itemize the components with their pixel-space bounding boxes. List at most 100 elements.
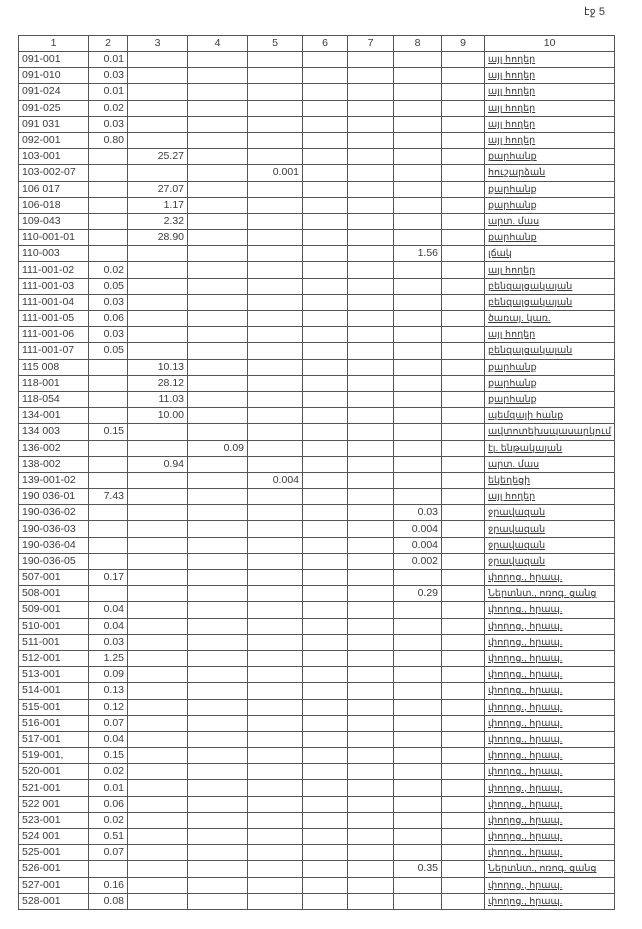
area-cell-col9 xyxy=(441,747,485,765)
area-cell-col8 xyxy=(393,649,442,668)
area-cell-col5 xyxy=(247,50,303,69)
area-cell-col5 xyxy=(247,407,303,425)
area-cell-col7 xyxy=(347,358,394,376)
area-cell-col3 xyxy=(127,585,188,603)
area-cell-col5 xyxy=(247,374,303,392)
land-use-cell: ջրավազան xyxy=(483,536,616,554)
area-cell-col8 xyxy=(393,488,442,506)
area-cell-col5 xyxy=(247,488,303,506)
area-cell-col5 xyxy=(247,180,303,198)
land-use-cell: փողոց., հրապ. xyxy=(483,763,616,781)
area-cell-col9 xyxy=(441,293,485,312)
area-cell-col6 xyxy=(302,520,348,538)
parcel-code-cell: 509-001 xyxy=(18,601,89,619)
area-cell-col7 xyxy=(347,666,394,684)
area-cell-col8 xyxy=(393,779,442,797)
area-cell-col7 xyxy=(347,585,394,603)
area-cell-col2: 0.02 xyxy=(88,763,128,781)
land-use-cell: այլ հողեր xyxy=(483,131,616,150)
table-row: 523-001 0.02 փողոց., հրապ. xyxy=(18,811,616,830)
area-cell-col7 xyxy=(347,730,394,749)
land-use-cell: քարհանք xyxy=(483,180,616,198)
parcel-code-cell: 190-036-02 xyxy=(18,504,89,522)
area-cell-col4 xyxy=(187,795,248,813)
area-cell-col2: 0.05 xyxy=(88,342,128,360)
area-cell-col4 xyxy=(187,649,248,668)
land-use-cell: փողոց., հրապ. xyxy=(483,666,616,684)
area-cell-col7 xyxy=(347,407,394,425)
area-cell-col9 xyxy=(441,455,485,473)
area-cell-col4 xyxy=(187,148,248,166)
area-cell-col2 xyxy=(88,180,128,198)
table-row: 517-001 0.04 փողոց., հրապ. xyxy=(18,730,616,749)
area-cell-col4 xyxy=(187,293,248,312)
area-cell-col8 xyxy=(393,601,442,619)
area-cell-col4 xyxy=(187,747,248,765)
area-cell-col4 xyxy=(187,860,248,878)
area-cell-col5 xyxy=(247,504,303,522)
area-cell-col8 xyxy=(393,439,442,457)
area-cell-col2: 0.15 xyxy=(88,423,128,441)
area-cell-col7 xyxy=(347,876,394,894)
area-cell-col2: 0.03 xyxy=(88,293,128,312)
area-cell-col7 xyxy=(347,601,394,619)
land-use-cell: փողոց., հրապ. xyxy=(483,795,616,813)
area-cell-col6 xyxy=(302,99,348,117)
area-cell-col5 xyxy=(247,649,303,668)
land-use-cell: փողոց., հրապ. xyxy=(483,698,616,716)
area-cell-col7 xyxy=(347,293,394,312)
area-cell-col6 xyxy=(302,439,348,457)
area-cell-col6 xyxy=(302,682,348,700)
land-use-cell: էլ. ենթակայան xyxy=(483,439,616,457)
area-cell-col9 xyxy=(441,585,485,603)
parcel-code-cell: 524 001 xyxy=(18,827,89,846)
area-cell-col4 xyxy=(187,811,248,830)
area-cell-col9 xyxy=(441,196,485,214)
area-cell-col8 xyxy=(393,844,442,862)
area-cell-col8 xyxy=(393,50,442,69)
parcel-code-cell: 134-001 xyxy=(18,407,89,425)
table-row: 103-001 25.27 քարհանք xyxy=(18,148,616,166)
area-cell-col9 xyxy=(441,488,485,506)
area-cell-col5 xyxy=(247,876,303,894)
area-cell-col7 xyxy=(347,390,394,409)
area-cell-col9 xyxy=(441,407,485,425)
parcel-code-cell: 111-001-02 xyxy=(18,261,89,279)
area-cell-col8 xyxy=(393,277,442,295)
area-cell-col5 xyxy=(247,827,303,846)
area-cell-col4 xyxy=(187,326,248,344)
land-use-cell: փողոց., հրապ. xyxy=(483,827,616,846)
area-cell-col9 xyxy=(441,245,485,263)
area-cell-col7 xyxy=(347,455,394,473)
area-cell-col2: 0.80 xyxy=(88,131,128,150)
area-cell-col8 xyxy=(393,390,442,409)
area-cell-col2 xyxy=(88,229,128,247)
area-cell-col4 xyxy=(187,83,248,101)
area-cell-col2: 0.03 xyxy=(88,115,128,133)
area-cell-col9 xyxy=(441,763,485,781)
area-cell-col6 xyxy=(302,666,348,684)
area-cell-col9 xyxy=(441,261,485,279)
table-row: 190-036-03 0.004 ջրավազան xyxy=(18,520,616,538)
area-cell-col8: 1.56 xyxy=(393,245,442,263)
parcel-code-cell: 520-001 xyxy=(18,763,89,781)
area-cell-col3 xyxy=(127,876,188,894)
area-cell-col3 xyxy=(127,779,188,797)
area-cell-col2 xyxy=(88,520,128,538)
area-cell-col5 xyxy=(247,811,303,830)
area-cell-col6 xyxy=(302,229,348,247)
area-cell-col7 xyxy=(347,827,394,846)
area-cell-col5 xyxy=(247,520,303,538)
land-use-cell: փողոց., հրապ. xyxy=(483,617,616,635)
area-cell-col3 xyxy=(127,633,188,651)
area-cell-col5 xyxy=(247,148,303,166)
area-cell-col6 xyxy=(302,617,348,635)
area-cell-col3 xyxy=(127,277,188,295)
table-row: 190-036-04 0.004 ջրավազան xyxy=(18,536,616,554)
area-cell-col2 xyxy=(88,164,128,182)
area-cell-col6 xyxy=(302,827,348,846)
area-cell-col8 xyxy=(393,811,442,830)
area-cell-col3: 2.32 xyxy=(127,212,188,231)
land-use-cell: բենզալցակայան xyxy=(483,293,616,312)
table-row: 091-024 0.01 այլ հողեր xyxy=(18,83,616,101)
